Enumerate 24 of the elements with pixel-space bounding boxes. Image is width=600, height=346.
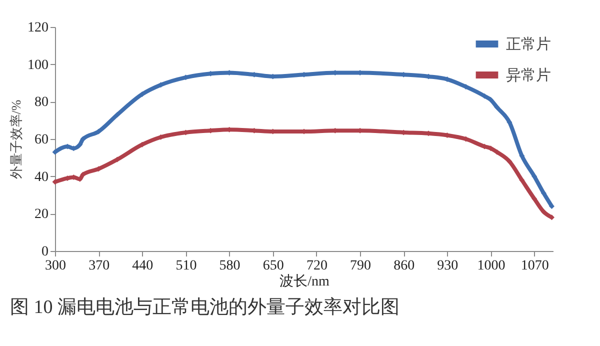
- x-tick-label: 370: [88, 258, 110, 274]
- y-tick-label: 60: [34, 132, 48, 148]
- x-tick-label: 510: [176, 258, 197, 274]
- x-axis-title: 波长/nm: [280, 274, 330, 290]
- x-tick-label: 1070: [520, 258, 549, 274]
- x-tick-label: 440: [132, 258, 154, 274]
- text: 图 10 漏电电池与正常电池的外量子效率对比图: [10, 296, 400, 318]
- y-tick-label: 120: [28, 20, 48, 36]
- y-tick-label: 20: [34, 207, 48, 222]
- y-tick-label: 100: [28, 58, 48, 73]
- legend-label: 异常片: [506, 67, 551, 84]
- x-tick-label: 1000: [477, 258, 506, 274]
- x-tick-label: 650: [262, 258, 284, 274]
- y-tick-label: 40: [34, 170, 48, 185]
- y-axis-title: 外量子效率/%: [8, 100, 24, 180]
- x-tick-label: 720: [306, 258, 328, 274]
- y-tick-label: 80: [34, 95, 48, 110]
- y-tick-label: 0: [42, 244, 48, 260]
- x-tick-label: 860: [394, 258, 415, 274]
- x-tick-label: 930: [437, 258, 458, 274]
- legend-label: 正常片: [506, 36, 551, 53]
- x-tick-label: 580: [219, 258, 240, 274]
- x-tick-label: 790: [350, 258, 372, 274]
- x-tick-label: 300: [45, 258, 66, 274]
